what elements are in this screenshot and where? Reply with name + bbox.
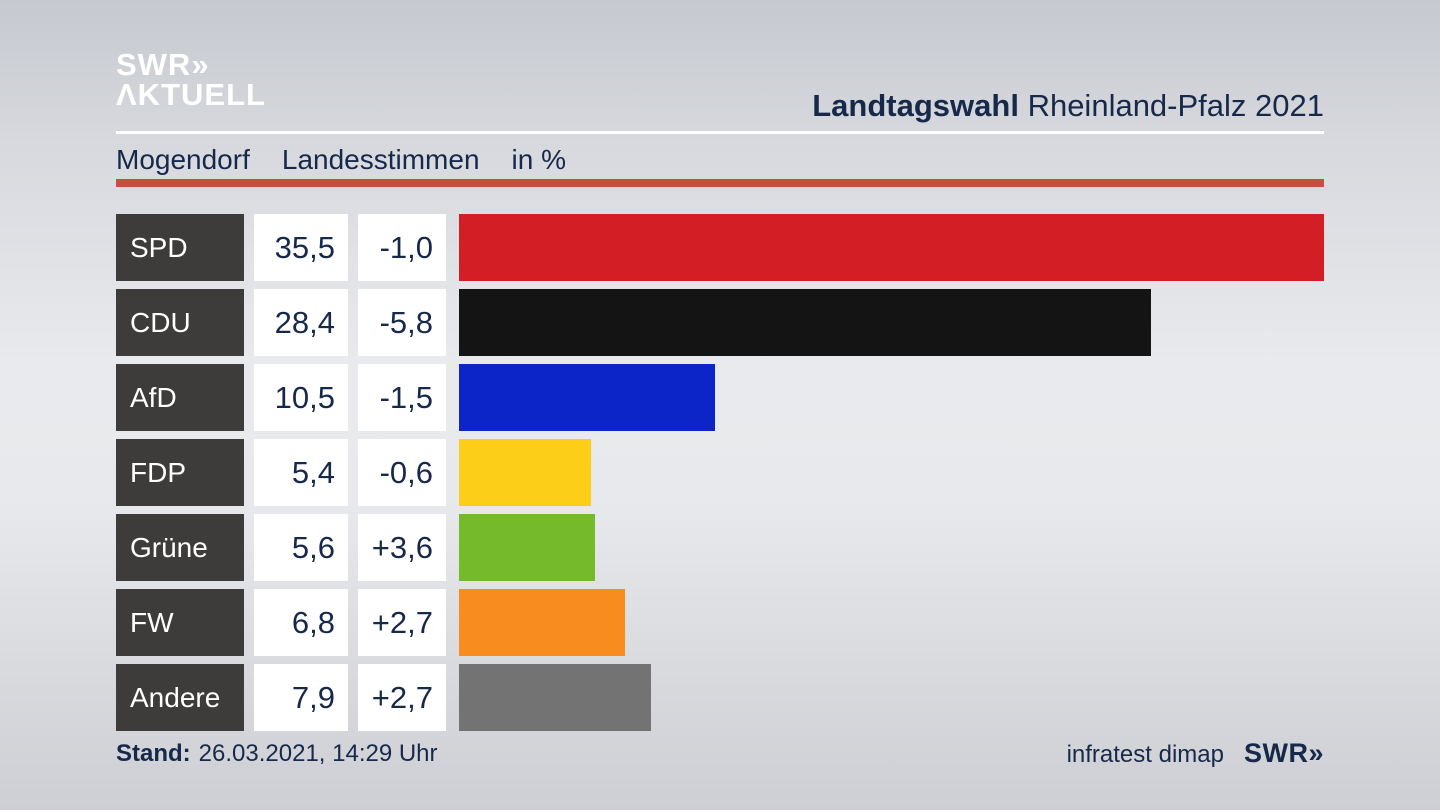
title-divider-line — [116, 131, 1324, 134]
party-bar — [459, 589, 625, 656]
change-label: -5,8 — [358, 289, 446, 356]
value-label: 6,8 — [254, 589, 348, 656]
value-label: 5,6 — [254, 514, 348, 581]
party-label: AfD — [116, 364, 244, 431]
subtitle-vote-type: Landesstimmen — [281, 144, 480, 175]
bar-track — [459, 214, 1324, 281]
value-label: 28,4 — [254, 289, 348, 356]
party-label: FW — [116, 589, 244, 656]
timestamp-value: 26.03.2021, 14:29 Uhr — [198, 740, 438, 767]
change-label: +2,7 — [358, 664, 446, 731]
logo-line-swr: SWR» — [116, 47, 210, 82]
logo-line-aktuell: ΛKTUELL — [116, 77, 266, 112]
party-label: SPD — [116, 214, 244, 281]
party-bar — [459, 364, 715, 431]
bar-track — [459, 514, 1324, 581]
title-election: Landtagswahl — [812, 88, 1019, 123]
row-cdu: CDU 28,4 -5,8 — [116, 289, 1324, 356]
title-region-year: Rheinland-Pfalz 2021 — [1018, 88, 1324, 123]
party-label: CDU — [116, 289, 244, 356]
bar-track — [459, 289, 1324, 356]
credits: infratest dimap SWR» — [1067, 738, 1324, 769]
bar-track — [459, 589, 1324, 656]
value-label: 10,5 — [254, 364, 348, 431]
row-spd: SPD 35,5 -1,0 — [116, 214, 1324, 281]
timestamp-label: Stand: — [116, 740, 191, 767]
party-label: Andere — [116, 664, 244, 731]
row-fdp: FDP 5,4 -0,6 — [116, 439, 1324, 506]
change-label: +3,6 — [358, 514, 446, 581]
swr-aktuell-logo: SWR» ΛKTUELL — [116, 47, 266, 112]
bar-track — [459, 364, 1324, 431]
change-label: -0,6 — [358, 439, 446, 506]
bar-track — [459, 664, 1324, 731]
party-bar — [459, 214, 1324, 281]
row-afd: AfD 10,5 -1,5 — [116, 364, 1324, 431]
change-label: -1,0 — [358, 214, 446, 281]
content-area: SWR» ΛKTUELL Landtagswahl Rheinland-Pfal… — [116, 0, 1324, 810]
party-bar — [459, 664, 652, 731]
party-bar — [459, 439, 591, 506]
change-label: +2,7 — [358, 589, 446, 656]
source-infratest-dimap: infratest dimap — [1066, 741, 1224, 768]
subtitle-municipality: Mogendorf — [116, 144, 250, 175]
value-label: 7,9 — [254, 664, 348, 731]
timestamp: Stand: 26.03.2021, 14:29 Uhr — [116, 740, 438, 768]
party-bar — [459, 514, 596, 581]
page-title: Landtagswahl Rheinland-Pfalz 2021 — [812, 88, 1324, 124]
party-label: Grüne — [116, 514, 244, 581]
bar-chart: SPD 35,5 -1,0 CDU 28,4 -5,8 AfD 10,5 -1,… — [116, 214, 1324, 739]
party-label: FDP — [116, 439, 244, 506]
change-label: -1,5 — [358, 364, 446, 431]
bar-track — [459, 439, 1324, 506]
subtitle-accent-line — [116, 179, 1324, 187]
swr-brand-logo: SWR» — [1243, 738, 1324, 768]
subtitle: Mogendorf Landesstimmen in % — [116, 144, 566, 176]
row-fw: FW 6,8 +2,7 — [116, 589, 1324, 656]
row-andere: Andere 7,9 +2,7 — [116, 664, 1324, 731]
value-label: 5,4 — [254, 439, 348, 506]
row-gruene: Grüne 5,6 +3,6 — [116, 514, 1324, 581]
subtitle-unit: in % — [511, 144, 566, 175]
party-bar — [459, 289, 1151, 356]
value-label: 35,5 — [254, 214, 348, 281]
